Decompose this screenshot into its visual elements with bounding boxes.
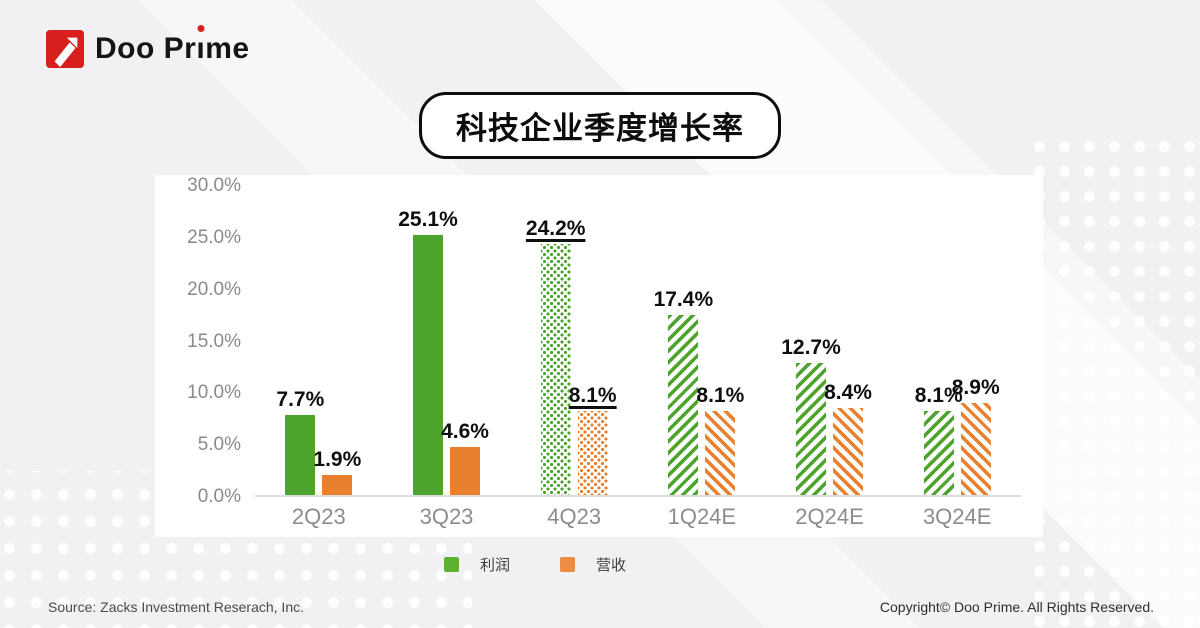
revenue-value-label: 8.1%: [696, 384, 745, 408]
revenue-value-label: 4.6%: [441, 420, 489, 444]
doo-prime-logo-icon: [46, 30, 84, 68]
profit-bar-3Q24E: 8.1%: [915, 384, 963, 495]
revenue-bar-4Q23: 8.1%: [569, 384, 617, 495]
legend-label-profit: 利润: [480, 557, 511, 574]
profit-value-label: 25.1%: [398, 207, 458, 231]
profit-bar-1Q24E: 17.4%: [654, 288, 713, 495]
chart-panel: 30.0% 25.0% 20.0% 15.0% 10.0% 5.0% 0.0% 7.7% 1.…: [155, 175, 1043, 537]
revenue-bar-3Q23: 4.6%: [441, 420, 489, 495]
revenue-bar-2Q23: 1.9%: [313, 448, 361, 495]
bar-pair: 25.1% 4.6%: [398, 208, 489, 495]
x-tick-label-3Q23: 3Q23: [419, 504, 474, 529]
revenue-value-label: 8.4%: [824, 380, 872, 404]
revenue-bar-1Q24E: 8.1%: [696, 384, 744, 495]
logo-wordmark: Doo Prıme: [95, 32, 250, 65]
doo-prime-logo: Doo Prıme: [46, 30, 250, 68]
legend-label-revenue: 营收: [596, 557, 627, 574]
legend-item-profit: 利润: [444, 554, 510, 575]
revenue-value-label: 8.9%: [951, 375, 1000, 399]
revenue-bar-2Q24E: 8.4%: [824, 381, 872, 495]
profit-bar-3Q23: 25.1%: [398, 208, 458, 495]
y-tick-label: 15.0%: [187, 330, 241, 352]
profit-value-label: 24.2%: [525, 217, 586, 241]
revenue-bar-3Q24E: 8.9%: [952, 376, 1000, 495]
profit-value-label: 7.7%: [276, 388, 325, 412]
profit-value-label: 12.7%: [781, 336, 841, 360]
bar-pair: 7.7% 1.9%: [276, 388, 361, 495]
y-tick-label: 25.0%: [187, 226, 241, 248]
profit-bar-4Q23: 24.2%: [526, 217, 585, 495]
revenue-value-label: 1.9%: [313, 448, 362, 472]
bar-group-1Q24E: 17.4% 8.1%: [638, 288, 766, 495]
revenue-value-label: 8.1%: [568, 384, 617, 408]
dot-pattern-right: [1021, 128, 1200, 628]
bar-group-3Q23: 25.1% 4.6%: [383, 208, 511, 495]
x-tick-label-2Q23: 2Q23: [291, 504, 346, 529]
bar-pair: 17.4% 8.1%: [654, 288, 744, 495]
profit-value-label: 8.1%: [914, 384, 963, 408]
y-tick-label: 20.0%: [187, 278, 241, 300]
bar-group-2Q24E: 12.7% 8.4%: [766, 336, 894, 495]
profit-bar-2Q24E: 12.7%: [781, 336, 841, 495]
revenue-swatch-icon: [560, 557, 576, 572]
y-tick-label: 10.0%: [187, 382, 241, 404]
copyright-note: Copyright© Doo Prime. All Rights Reserve…: [879, 599, 1154, 615]
bar-pair: 8.1% 8.9%: [915, 376, 1000, 495]
plot-area: 7.7% 1.9% 25.1% 4.6% 24.2% 8.1% 17.4% 8.1% 12.7%…: [255, 186, 1021, 530]
source-note: Source: Zacks Investment Reserach, Inc.: [48, 599, 304, 615]
bar-pair: 12.7% 8.4%: [781, 336, 872, 495]
bar-pair: 24.2% 8.1%: [526, 217, 617, 495]
legend-item-revenue: 营收: [560, 554, 626, 575]
bars-row: 7.7% 1.9% 25.1% 4.6% 24.2% 8.1% 17.4% 8.1% 12.7%…: [255, 186, 1021, 497]
x-tick-label-2Q24E: 2Q24E: [795, 504, 864, 529]
x-tick-label-3Q24E: 3Q24E: [922, 504, 992, 529]
profit-value-label: 17.4%: [653, 287, 714, 311]
x-tick-label-1Q24E: 1Q24E: [667, 504, 737, 529]
bar-group-4Q23: 24.2% 8.1%: [510, 217, 638, 495]
y-tick-label: 30.0%: [187, 175, 241, 196]
x-axis-labels: 2Q23 3Q23 4Q23 1Q24E 2Q24E 3Q24E: [255, 497, 1021, 530]
y-axis: 30.0% 25.0% 20.0% 15.0% 10.0% 5.0% 0.0%: [155, 175, 241, 507]
bar-group-2Q23: 7.7% 1.9%: [255, 388, 383, 495]
bar-group-3Q24E: 8.1% 8.9%: [893, 376, 1021, 495]
x-tick-label-4Q23: 4Q23: [547, 504, 602, 529]
y-tick-label: 5.0%: [197, 434, 241, 456]
y-tick-label: 0.0%: [197, 486, 241, 507]
profit-swatch-icon: [444, 557, 459, 572]
chart-title: 科技企业季度增长率: [419, 92, 781, 159]
chart-legend: 利润 营收: [444, 554, 626, 575]
profit-bar-2Q23: 7.7%: [276, 388, 324, 495]
